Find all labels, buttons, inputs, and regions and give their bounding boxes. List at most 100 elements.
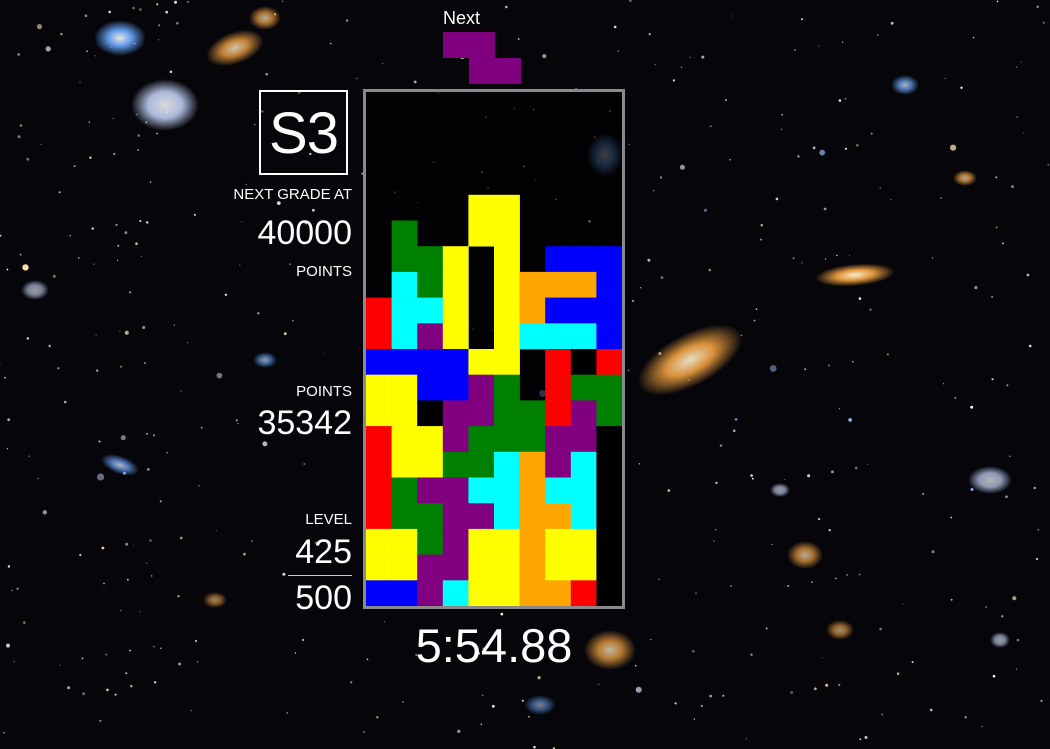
board-block bbox=[596, 271, 622, 298]
board-block bbox=[468, 349, 495, 375]
board-block bbox=[417, 426, 444, 453]
board-block bbox=[442, 271, 469, 298]
grade-display: S3 bbox=[259, 90, 348, 175]
board-block bbox=[366, 503, 392, 530]
points-value: 35342 bbox=[257, 404, 352, 442]
board-block bbox=[494, 477, 520, 504]
board-block bbox=[545, 297, 572, 324]
board-block bbox=[442, 349, 469, 375]
board-block bbox=[494, 554, 520, 581]
board-block bbox=[442, 554, 469, 581]
board-block bbox=[366, 554, 392, 581]
board-block bbox=[442, 477, 469, 504]
board-block bbox=[366, 400, 392, 427]
board-block bbox=[519, 451, 546, 478]
board-block bbox=[494, 426, 520, 453]
board-block bbox=[366, 477, 392, 504]
board-block bbox=[596, 528, 622, 555]
board-block bbox=[494, 246, 520, 273]
board-block bbox=[545, 477, 572, 504]
board-block bbox=[442, 400, 469, 427]
board-block bbox=[519, 477, 546, 504]
next-grade-unit: POINTS bbox=[296, 263, 352, 280]
next-piece-block bbox=[469, 32, 495, 58]
board-block bbox=[545, 451, 572, 478]
board-block bbox=[417, 374, 444, 401]
board-block bbox=[366, 580, 392, 606]
board-block bbox=[519, 503, 546, 530]
next-piece-block bbox=[495, 58, 521, 84]
board-block bbox=[545, 271, 572, 298]
board-block bbox=[570, 580, 597, 606]
board-block bbox=[417, 349, 444, 375]
board-block bbox=[366, 374, 392, 401]
board-block bbox=[494, 580, 520, 606]
next-piece-preview bbox=[443, 32, 521, 84]
board-block bbox=[570, 349, 597, 375]
board-block bbox=[468, 194, 495, 221]
board-block bbox=[417, 451, 444, 478]
board-block bbox=[596, 554, 622, 581]
board-block bbox=[570, 297, 597, 324]
board-block bbox=[494, 271, 520, 298]
board-block bbox=[366, 426, 392, 453]
board-block bbox=[391, 220, 418, 247]
board-block bbox=[519, 528, 546, 555]
board-block bbox=[494, 220, 520, 247]
board-block bbox=[391, 528, 418, 555]
board-block bbox=[391, 374, 418, 401]
board-block bbox=[570, 554, 597, 581]
board-block bbox=[596, 349, 622, 375]
board-block bbox=[596, 503, 622, 530]
level-label: LEVEL bbox=[305, 511, 352, 528]
board-block bbox=[468, 426, 495, 453]
level-target: 500 bbox=[295, 579, 352, 617]
board-block bbox=[596, 426, 622, 453]
board-block bbox=[442, 323, 469, 350]
board-block bbox=[545, 323, 572, 350]
board-block bbox=[442, 528, 469, 555]
board-block bbox=[545, 246, 572, 273]
board-block bbox=[417, 323, 444, 350]
board-block bbox=[570, 323, 597, 350]
board-block bbox=[519, 426, 546, 453]
board-block bbox=[494, 451, 520, 478]
board-block bbox=[417, 554, 444, 581]
board-block bbox=[468, 477, 495, 504]
board-block bbox=[596, 323, 622, 350]
board-block bbox=[494, 503, 520, 530]
board-block bbox=[442, 451, 469, 478]
board-block bbox=[391, 503, 418, 530]
board-block bbox=[570, 271, 597, 298]
tetris-playfield bbox=[363, 89, 625, 609]
board-block bbox=[494, 349, 520, 375]
board-block bbox=[596, 246, 622, 273]
board-block bbox=[391, 451, 418, 478]
points-label: POINTS bbox=[296, 383, 352, 400]
board-block bbox=[442, 426, 469, 453]
board-block bbox=[545, 554, 572, 581]
board-block bbox=[391, 477, 418, 504]
board-block bbox=[366, 297, 392, 324]
board-block bbox=[570, 246, 597, 273]
next-grade-label: NEXT GRADE AT bbox=[233, 186, 352, 203]
board-block bbox=[545, 503, 572, 530]
board-block bbox=[417, 246, 444, 273]
board-block bbox=[570, 400, 597, 427]
board-block bbox=[468, 400, 495, 427]
board-block bbox=[468, 554, 495, 581]
board-block bbox=[494, 323, 520, 350]
board-block bbox=[596, 374, 622, 401]
board-block bbox=[570, 374, 597, 401]
next-piece-block bbox=[469, 58, 495, 84]
board-block bbox=[570, 503, 597, 530]
board-block bbox=[391, 580, 418, 606]
board-block bbox=[545, 400, 572, 427]
board-block bbox=[596, 477, 622, 504]
board-block bbox=[545, 528, 572, 555]
board-block bbox=[366, 349, 392, 375]
board-block bbox=[494, 194, 520, 221]
board-block bbox=[391, 323, 418, 350]
board-block bbox=[545, 374, 572, 401]
board-block bbox=[468, 503, 495, 530]
